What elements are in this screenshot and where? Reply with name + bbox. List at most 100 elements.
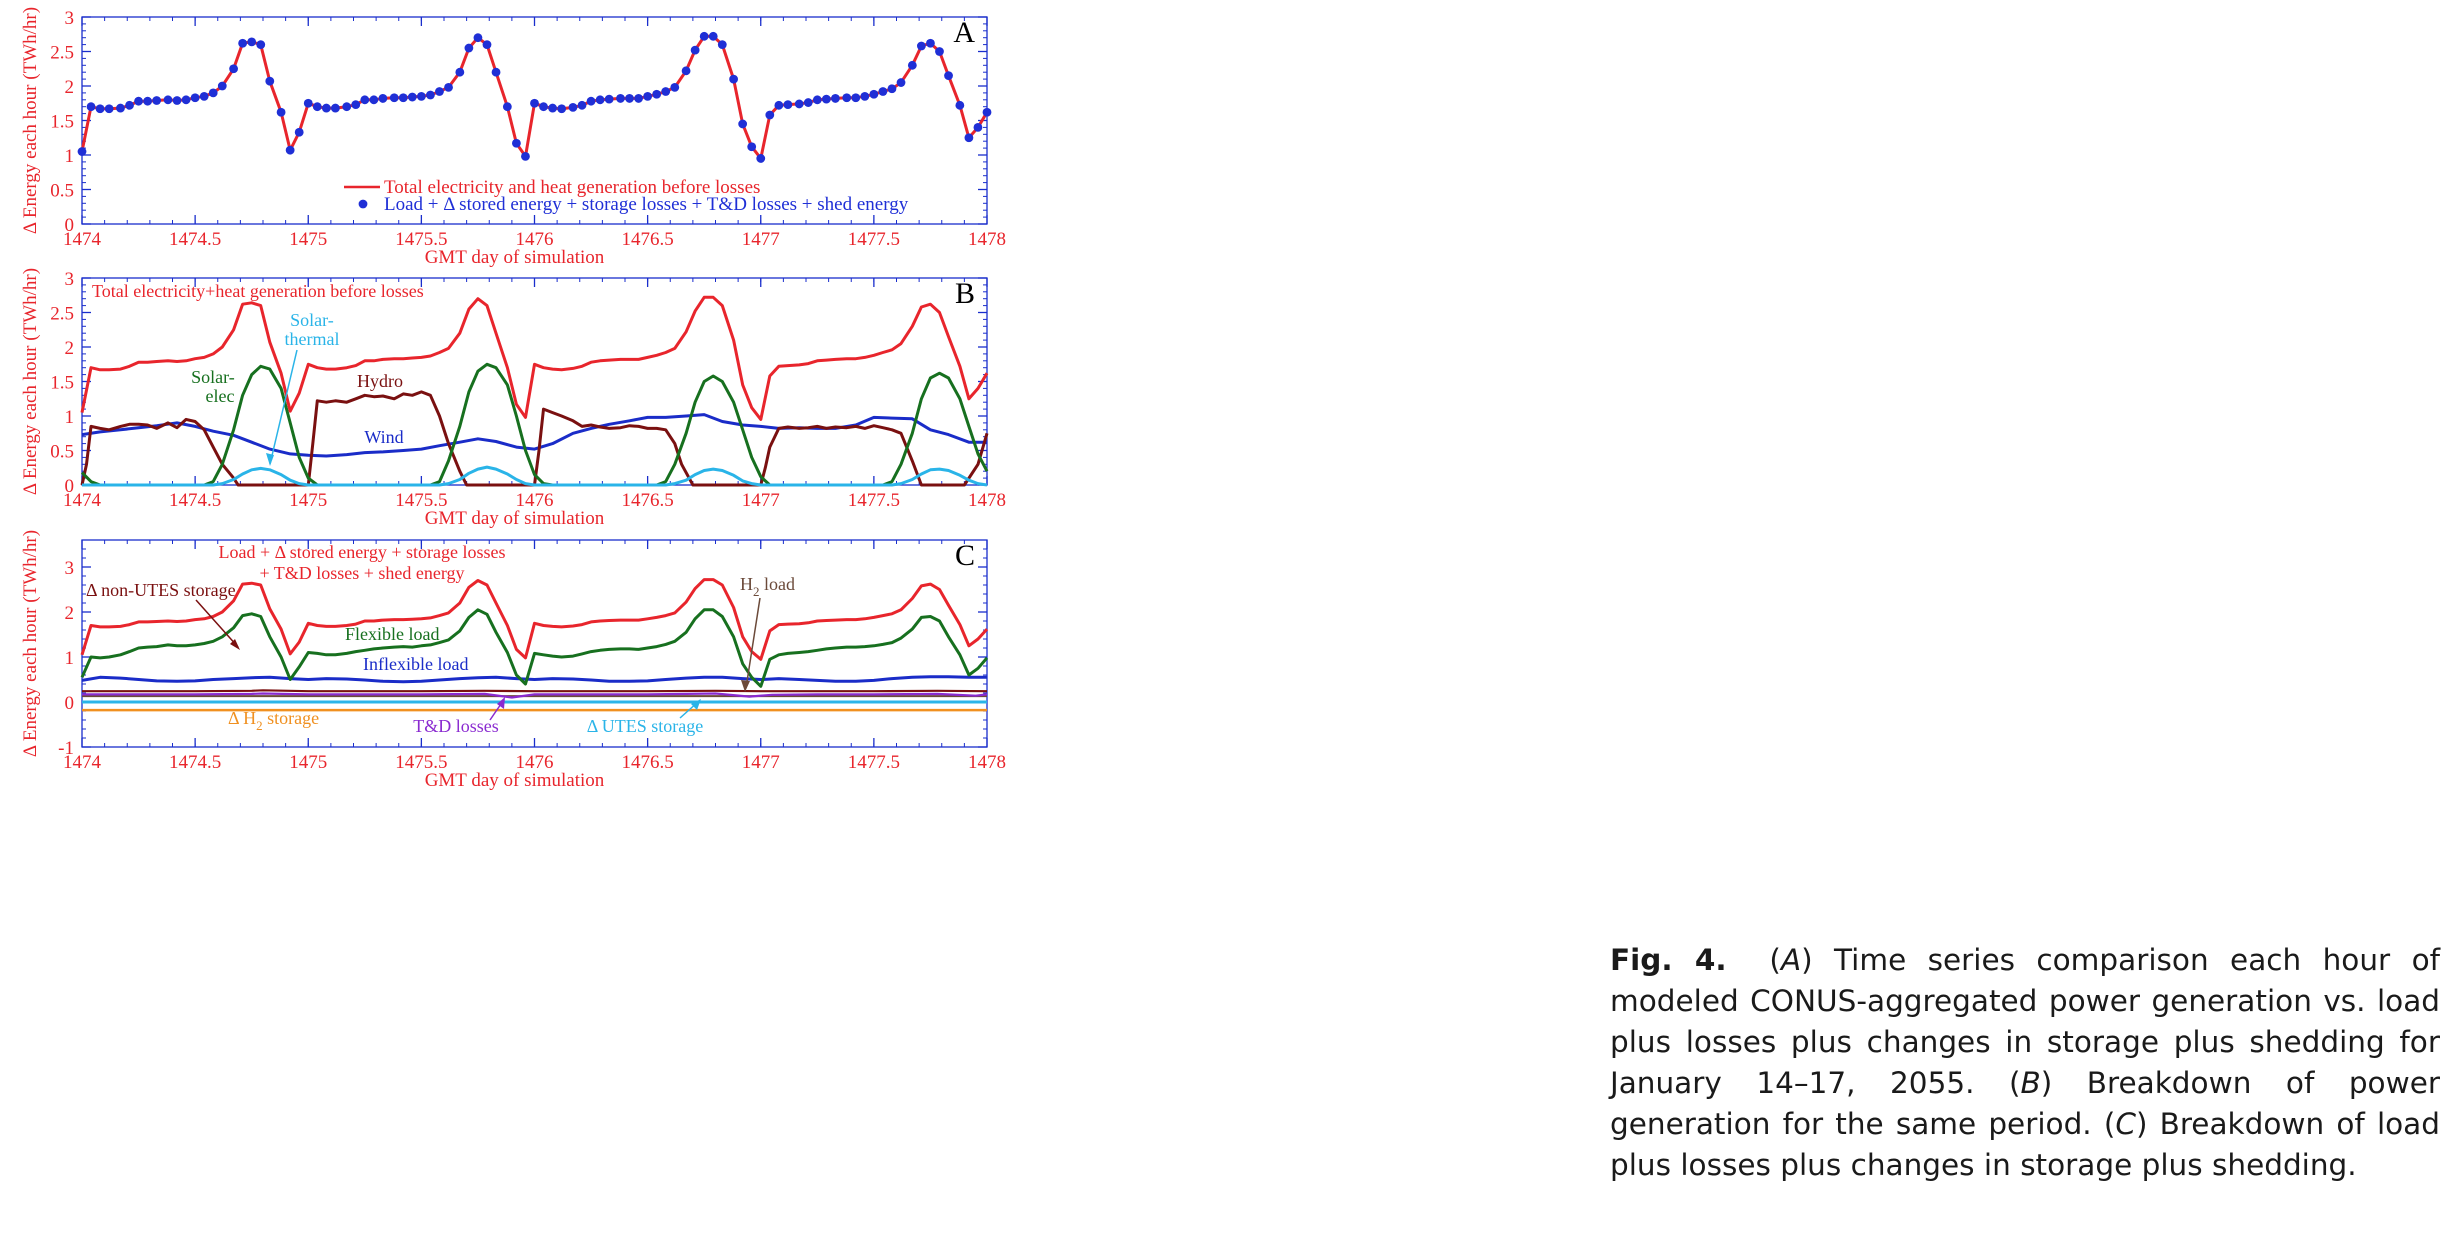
legend-label: Total electricity and heat generation be… — [384, 177, 760, 198]
data-point — [426, 90, 435, 100]
data-point — [276, 107, 286, 117]
x-tick-label: 1474.5 — [169, 229, 221, 250]
panel-b: 1474 1474.5 1475 1475.5 1476 1476.5 1477 1477.5… — [20, 268, 1006, 529]
x-tick-label: 1474.5 — [169, 490, 221, 511]
series-line-td-losses — [82, 692, 988, 699]
x-tick-label: 1474 — [63, 229, 102, 250]
y-tick-label: 2 — [65, 603, 75, 624]
series-line-solar-thermal — [82, 465, 988, 487]
y-tick-label: 1.5 — [50, 112, 74, 133]
y-tick-label: 3 — [65, 558, 75, 579]
annotation-td-losses: T&D losses — [413, 716, 499, 736]
data-point — [303, 98, 313, 108]
data-point — [342, 102, 352, 112]
annotation-h2-load: H2 load — [740, 574, 795, 599]
legend-label: Load + Δ stored energy + storage losses … — [384, 194, 909, 215]
data-point — [398, 93, 408, 103]
data-point — [378, 94, 388, 103]
x-tick-label: 1475 — [289, 490, 327, 511]
data-point — [652, 89, 662, 99]
data-point — [738, 119, 748, 129]
data-point — [369, 95, 379, 105]
data-point — [634, 94, 643, 103]
data-point — [77, 147, 87, 156]
data-point — [661, 87, 671, 96]
data-point — [444, 82, 453, 92]
annotation-load: Load + Δ stored energy + storage losses — [219, 542, 506, 562]
data-point — [512, 138, 521, 148]
data-point — [125, 100, 134, 110]
x-tick-label: 1476 — [516, 229, 554, 250]
x-tick-label: 1475.5 — [395, 229, 447, 250]
annotation-solar-elec: Solar- — [191, 367, 235, 387]
y-tick-label: 3 — [65, 269, 75, 290]
annotation-arrow — [195, 599, 239, 648]
series-line-flexible-load — [80, 608, 989, 688]
series-line-inflexible-load — [81, 675, 987, 684]
data-point — [756, 154, 766, 163]
data-point — [199, 91, 209, 101]
x-tick-label: 1477 — [742, 752, 780, 773]
x-tick-label: 1478 — [968, 229, 1006, 250]
data-point — [217, 81, 227, 91]
data-point — [944, 71, 953, 81]
y-tick-label: 3 — [65, 8, 75, 29]
x-tick-label: 1476.5 — [622, 490, 674, 511]
caption-part-b-letter: B — [2020, 1066, 2041, 1100]
data-point — [851, 93, 861, 103]
data-point — [747, 142, 757, 152]
x-tick-label: 1476.5 — [622, 229, 674, 250]
data-point — [643, 91, 653, 101]
data-point — [172, 96, 182, 105]
annotation-load: + T&D losses + shed energy — [259, 563, 464, 583]
data-point — [294, 127, 304, 137]
y-tick-label: 1 — [65, 648, 75, 669]
data-point — [181, 95, 191, 105]
data-point — [690, 45, 700, 55]
y-tick-label: 1 — [65, 146, 75, 167]
data-point — [821, 94, 831, 104]
y-tick-label: 0.5 — [50, 181, 74, 202]
data-point — [887, 84, 897, 94]
series-line-hydro — [80, 390, 989, 487]
annotation-inflexible: Inflexible load — [363, 654, 468, 674]
data-point — [568, 102, 578, 112]
annotation-arrowhead — [691, 699, 701, 710]
data-point — [586, 96, 596, 106]
panel-c: 1474 1474.5 1475 1475.5 1476 1476.5 1477 1477.5… — [20, 530, 1006, 791]
panel-letter: B — [955, 277, 975, 310]
data-point — [860, 91, 870, 101]
data-point — [163, 95, 173, 105]
data-point — [539, 102, 548, 112]
y-axis-label: Δ Energy each hour (TWh/hr) — [20, 268, 41, 495]
annotation-solar-elec: elec — [206, 386, 235, 406]
panel-a: 1474 1474.5 1475 1475.5 1476 1476.5 1477 1477.5… — [20, 7, 1006, 268]
data-point — [416, 91, 426, 101]
x-axis-label: GMT day of simulation — [425, 508, 605, 529]
x-tick-label: 1478 — [968, 490, 1006, 511]
data-point — [955, 100, 965, 110]
x-tick-label: 1477 — [742, 490, 780, 511]
annotation-arrowhead — [230, 639, 240, 650]
y-tick-label: 0.5 — [50, 442, 74, 463]
x-tick-label: 1477.5 — [848, 752, 900, 773]
caption-fig-label: Fig. 4. — [1610, 943, 1727, 977]
data-point — [869, 89, 879, 99]
data-point — [190, 93, 200, 103]
series-line-total-load — [80, 578, 989, 661]
data-point — [530, 98, 539, 108]
annotation-arrowhead — [741, 680, 750, 692]
y-tick-label: 2 — [65, 338, 75, 359]
y-axis-label: Δ Energy each hour (TWh/hr) — [20, 7, 41, 234]
data-point — [729, 74, 738, 84]
data-point — [794, 99, 804, 109]
annotation-arrow — [745, 597, 761, 689]
data-point — [247, 37, 257, 47]
data-point — [803, 98, 813, 107]
data-point — [152, 96, 162, 105]
data-point — [577, 100, 587, 110]
panel-letter: A — [953, 16, 975, 49]
annotation-total: Total electricity+heat generation before… — [92, 281, 424, 301]
data-point — [878, 87, 888, 96]
data-point — [502, 102, 512, 112]
